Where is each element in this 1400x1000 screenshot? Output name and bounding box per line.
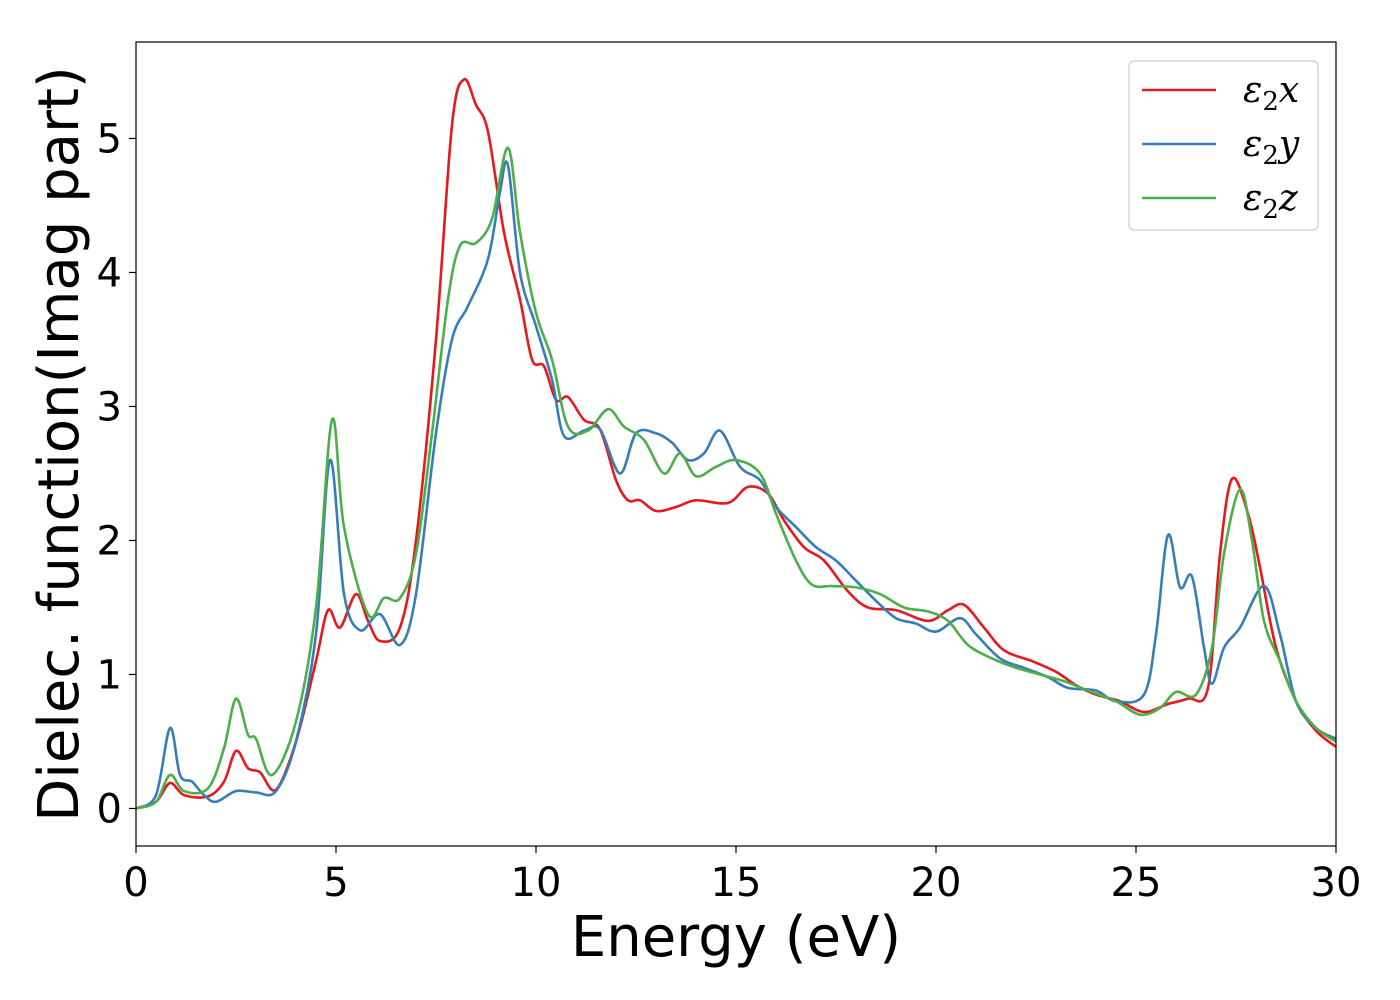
x-tick-label: 10 [511, 860, 562, 906]
legend-label-z: ε2z [1243, 178, 1299, 225]
y-axis-ticks: 0 1 2 3 4 5 [97, 116, 136, 832]
x-tick-label: 20 [911, 860, 962, 906]
y-axis-title: Dielec. function(Imag part) [27, 66, 92, 822]
x-tick-label: 30 [1311, 860, 1362, 906]
series-line-x [136, 77, 1336, 810]
y-tick-label: 4 [97, 250, 122, 296]
legend-box [1128, 60, 1319, 231]
x-axis-title: Energy (eV) [571, 905, 901, 970]
x-axis-ticks: 0 5 10 15 20 25 30 [123, 846, 1361, 906]
y-tick-label: 0 [97, 786, 122, 832]
x-tick-label: 0 [123, 860, 148, 906]
x-tick-label: 5 [323, 860, 348, 906]
y-tick-label: 1 [97, 652, 122, 698]
y-tick-label: 2 [97, 518, 122, 564]
y-tick-label: 3 [97, 384, 122, 430]
y-tick-label: 5 [97, 116, 122, 162]
plot-lines [136, 77, 1336, 810]
legend-label-x: ε2x [1243, 70, 1299, 117]
x-tick-label: 15 [711, 860, 762, 906]
x-tick-label: 25 [1111, 860, 1162, 906]
legend: ε2x ε2y ε2z [1128, 60, 1319, 231]
series-line-z [136, 146, 1336, 810]
legend-label-y: ε2y [1243, 124, 1300, 171]
